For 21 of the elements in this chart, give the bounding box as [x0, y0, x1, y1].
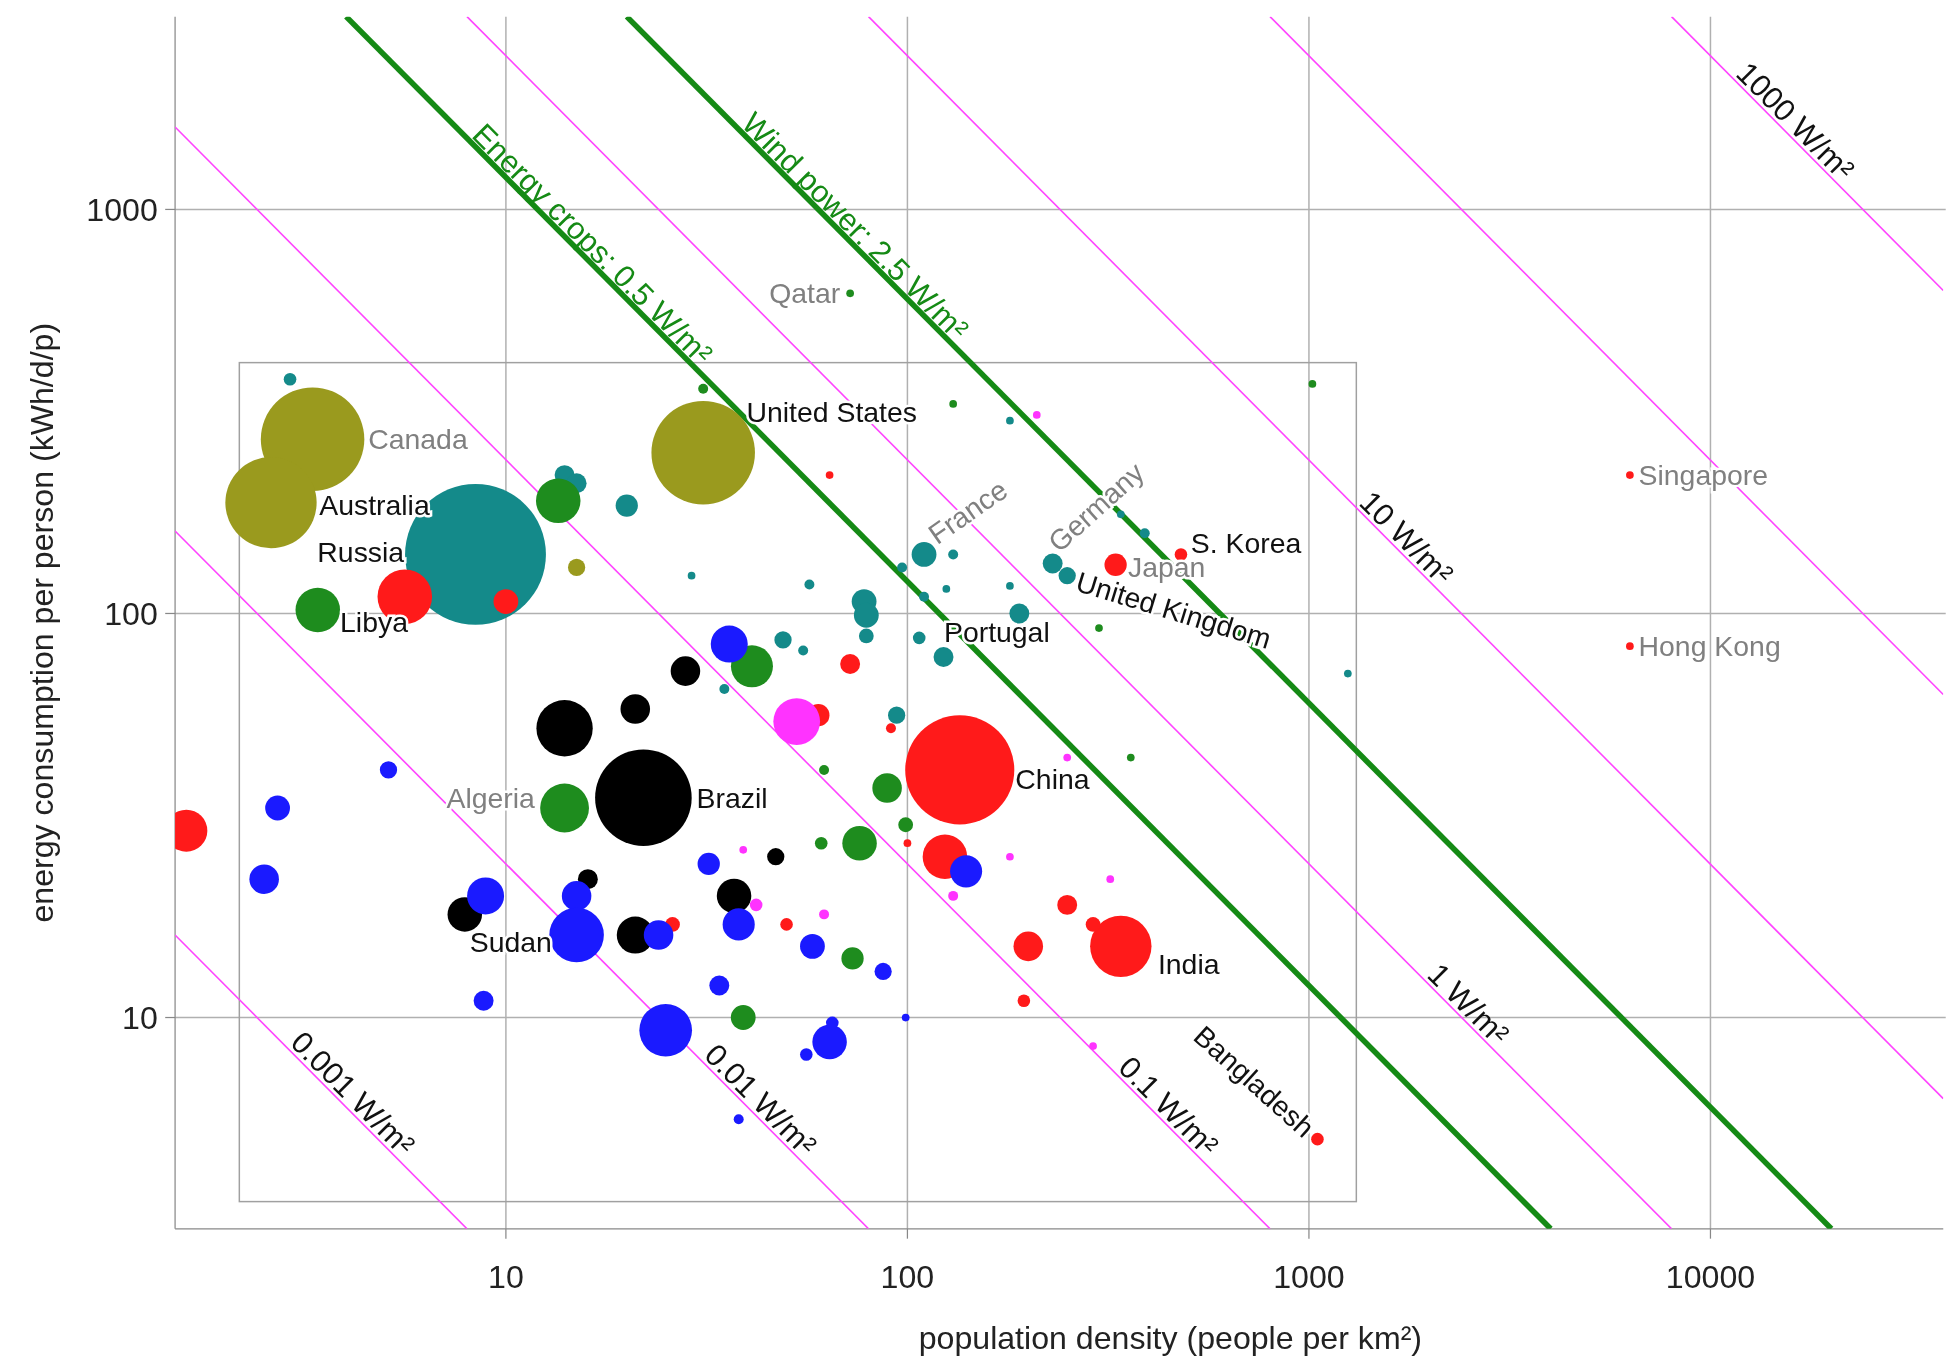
y-tick-label: 10 [122, 999, 158, 1036]
x-tick-label: 1000 [1273, 1259, 1345, 1296]
x-axis-title: population density (people per km²) [918, 1319, 1423, 1356]
annotation: Qatar [769, 277, 841, 310]
annotation: Brazil [696, 781, 768, 814]
annotation: China [1015, 762, 1090, 795]
annotation: Australia [319, 489, 430, 522]
y-tick-label: 1000 [86, 191, 158, 228]
annotation: Libya [340, 606, 409, 639]
x-tick-label: 10 [488, 1259, 524, 1296]
x-tick-label: 100 [880, 1259, 935, 1296]
annotation: S. Korea [1190, 527, 1302, 560]
annotation: Canada [368, 423, 468, 456]
annotation: Sudan [469, 926, 552, 959]
annotation: Hong Kong [1638, 630, 1781, 663]
x-tick-label: 10000 [1665, 1259, 1756, 1296]
annotation: Algeria [446, 782, 536, 815]
annotation: India [1157, 947, 1220, 980]
y-axis-title: energy consumption per person (kWh/d/p) [23, 322, 60, 923]
y-tick-label: 100 [104, 595, 158, 632]
annotation: Russia [317, 535, 405, 568]
